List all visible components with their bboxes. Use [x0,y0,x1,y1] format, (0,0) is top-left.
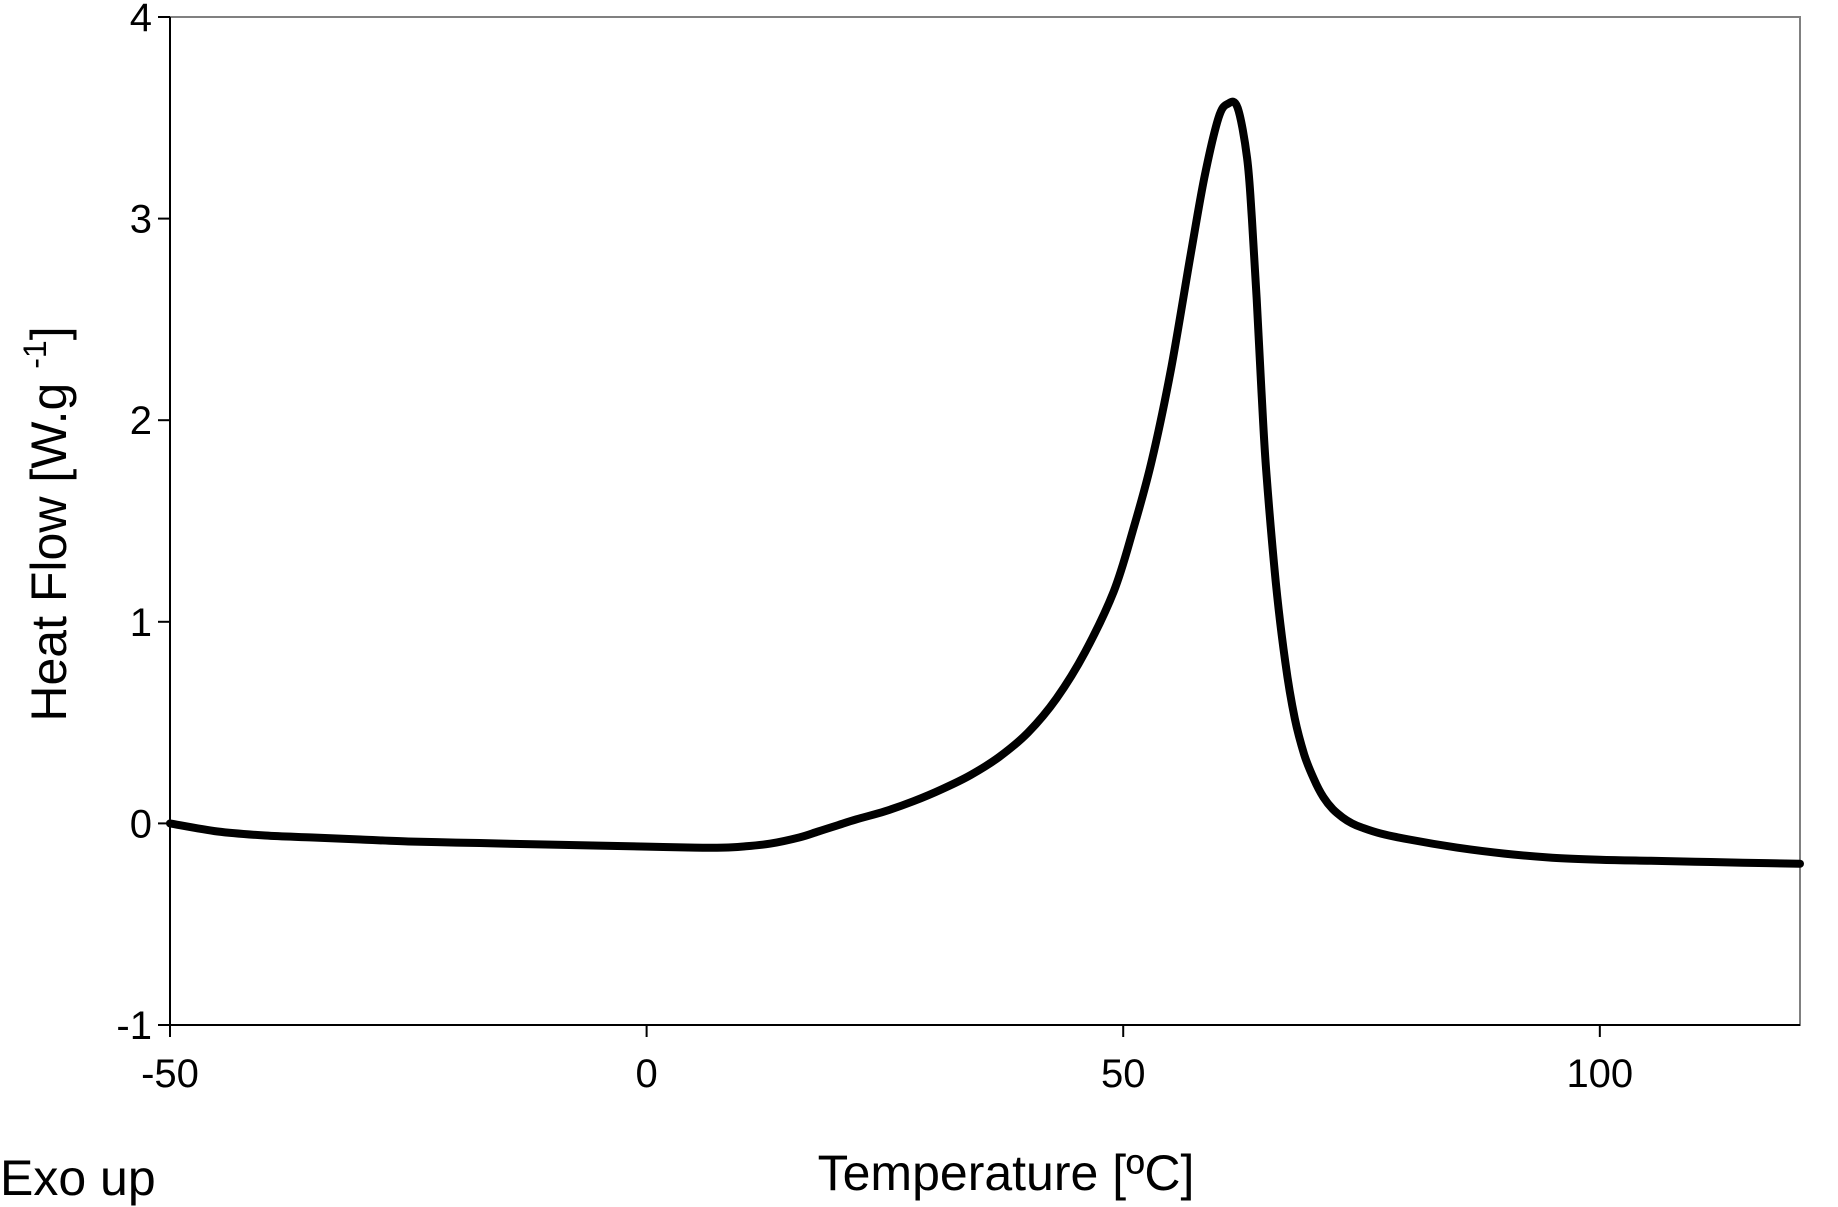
y-tick-label: 2 [130,399,152,443]
y-tick-label: 1 [130,601,152,645]
x-tick-label: -50 [141,1052,199,1096]
y-tick-label: 4 [130,0,152,40]
x-tick-label: 100 [1566,1052,1633,1096]
x-tick-label: 50 [1101,1052,1146,1096]
y-tick-label: 0 [130,802,152,846]
x-axis-label: Temperature [ºC] [818,1145,1195,1201]
y-tick-label: 3 [130,198,152,242]
x-ticks: -50 0 50 100 [141,1025,1633,1096]
plot-frame [169,16,1801,1026]
heat-flow-curve [166,97,1804,868]
y-tick-label: -1 [116,1004,152,1048]
y-axis-label-main: Heat Flow [W.g [21,369,77,722]
y-ticks: -1 0 1 2 3 4 [116,0,170,1048]
exo-up-annotation: Exo up [0,1150,156,1206]
y-axis-label-end: ] [21,326,77,340]
y-axis-label: Heat Flow [W.g -1] [17,326,77,721]
y-axis-label-superscript: -1 [17,340,53,368]
x-tick-label: 0 [635,1052,657,1096]
